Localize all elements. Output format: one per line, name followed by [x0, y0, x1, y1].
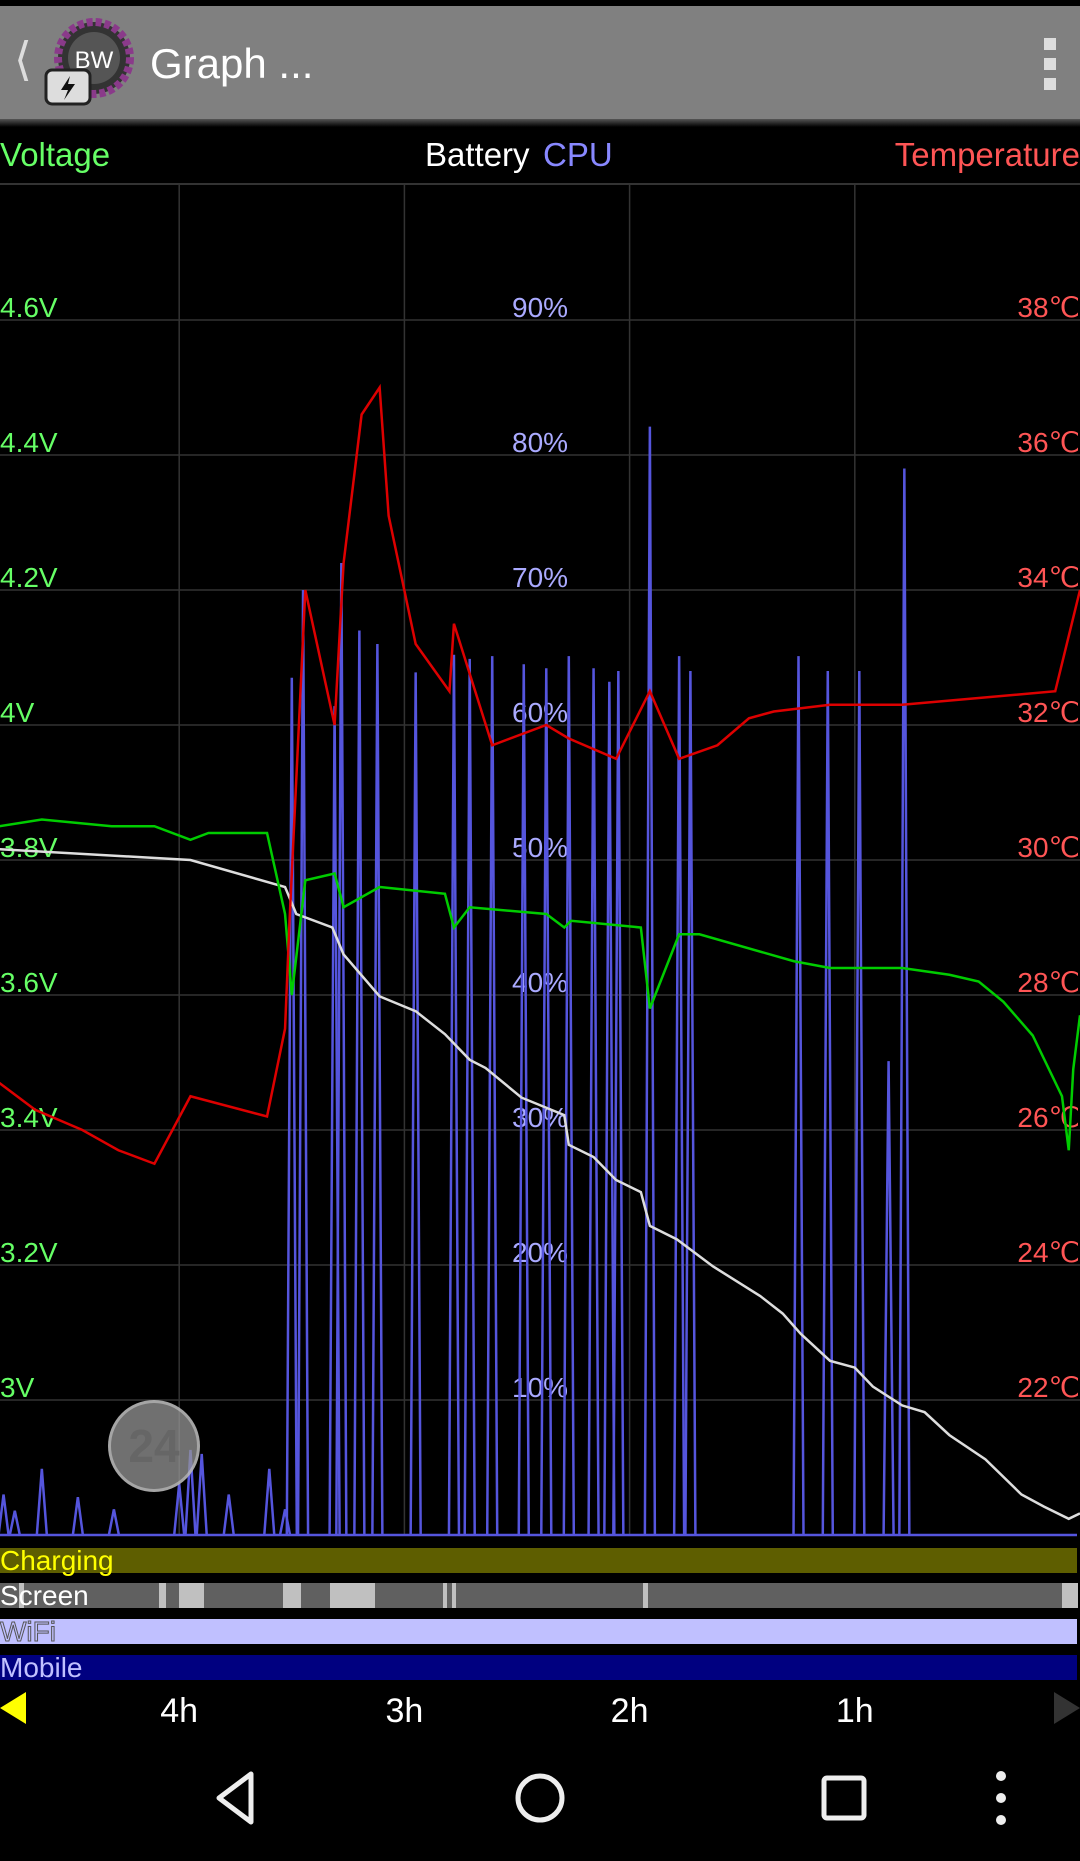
- temperature-tick-label: 32℃: [1017, 697, 1080, 728]
- cpu-spike: [107, 1509, 121, 1536]
- temperature-tick-label: 34℃: [1017, 562, 1080, 593]
- screen-on-segment: [442, 1583, 448, 1608]
- chevron-left-icon[interactable]: ⟨: [14, 33, 32, 85]
- cpu-spike: [296, 589, 310, 1536]
- percent-tick-label: 10%: [512, 1372, 568, 1403]
- arrow-left-icon[interactable]: [0, 1690, 28, 1726]
- cpu-spike: [335, 562, 348, 1536]
- charging-label: Charging: [0, 1545, 114, 1576]
- cpu-spike: [447, 654, 461, 1536]
- cpu-spike: [672, 656, 686, 1536]
- cpu-spike: [353, 630, 366, 1536]
- cpu-spike: [409, 672, 422, 1536]
- cpu-spike: [684, 670, 697, 1536]
- percent-tick-label: 50%: [512, 832, 568, 863]
- screen-on-segment: [643, 1583, 648, 1608]
- cpu-spike: [612, 670, 625, 1536]
- cpu-spike: [8, 1510, 22, 1536]
- toolbar-shadow: [0, 119, 1080, 127]
- time-label: 4h: [160, 1692, 199, 1730]
- screen-on-segment: [179, 1583, 204, 1608]
- cpu-spike: [222, 1494, 235, 1536]
- cpu-spike: [540, 668, 553, 1536]
- app-logo[interactable]: BW: [44, 18, 136, 110]
- voltage-tick-label: 4V: [0, 697, 35, 728]
- screen-on-segment: [282, 1583, 301, 1608]
- time-label: 3h: [385, 1692, 424, 1730]
- overflow-menu-icon[interactable]: [1044, 38, 1058, 98]
- cpu-spike: [263, 1468, 276, 1536]
- screen-on-segment: [451, 1583, 457, 1608]
- toolbar: [0, 6, 1080, 119]
- wifi-label: WiFi: [0, 1616, 56, 1647]
- battery-line: [0, 848, 1080, 1521]
- legend-voltage[interactable]: Voltage: [0, 136, 111, 173]
- cpu-spike: [371, 643, 384, 1536]
- cpu-spike: [285, 677, 299, 1536]
- cpu-spike: [821, 670, 835, 1536]
- time-label: 1h: [835, 1692, 874, 1730]
- toolbar-title: Graph ...: [150, 40, 314, 87]
- temperature-tick-label: 36℃: [1017, 427, 1080, 458]
- recents-icon[interactable]: [814, 1768, 874, 1828]
- temperature-tick-label: 22℃: [1017, 1372, 1080, 1403]
- cpu-spike: [603, 681, 616, 1536]
- wifi-bar: [0, 1619, 1077, 1644]
- temperature-tick-label: 30℃: [1017, 832, 1080, 863]
- legend-battery[interactable]: Battery: [425, 136, 530, 173]
- cpu-spike: [792, 656, 805, 1536]
- screen-on-segment: [158, 1583, 166, 1608]
- cpu-spike: [517, 664, 531, 1536]
- legend-cpu[interactable]: CPU: [543, 136, 613, 173]
- cpu-spike: [35, 1468, 49, 1536]
- voltage-tick-label: 3.4V: [0, 1102, 58, 1133]
- cpu-spike: [0, 1494, 10, 1536]
- voltage-tick-label: 4.2V: [0, 562, 58, 593]
- percent-tick-label: 80%: [512, 427, 568, 458]
- cpu-spike: [485, 656, 499, 1536]
- arrow-right-icon[interactable]: [1054, 1690, 1080, 1726]
- mobile-label: Mobile: [0, 1652, 83, 1683]
- cpu-spike: [587, 668, 600, 1536]
- cpu-spike: [562, 656, 576, 1536]
- cpu-spike: [898, 468, 911, 1536]
- percent-tick-label: 40%: [512, 967, 568, 998]
- status-bar: [0, 0, 1080, 6]
- cpu-spike: [882, 1061, 895, 1536]
- time-label: 2h: [610, 1692, 649, 1730]
- screen-on-segment: [19, 1583, 24, 1608]
- more-icon[interactable]: [971, 1768, 1031, 1828]
- screen-label: Screen: [0, 1580, 89, 1611]
- cpu-spike: [853, 670, 866, 1536]
- percent-tick-label: 60%: [512, 697, 568, 728]
- voltage-tick-label: 4.6V: [0, 292, 58, 323]
- cpu-spike: [71, 1497, 85, 1536]
- cpu-spike: [643, 426, 657, 1536]
- temperature-tick-label: 24℃: [1017, 1237, 1080, 1268]
- voltage-tick-label: 3V: [0, 1372, 35, 1403]
- temperature-tick-label: 38℃: [1017, 292, 1080, 323]
- voltage-tick-label: 3.6V: [0, 967, 58, 998]
- voltage-tick-label: 3.8V: [0, 832, 58, 863]
- legend-temperature[interactable]: Temperature: [894, 136, 1080, 173]
- charging-bar: [0, 1548, 1077, 1573]
- cpu-spike: [278, 1509, 292, 1536]
- voltage-tick-label: 4.4V: [0, 427, 58, 458]
- percent-tick-label: 90%: [512, 292, 568, 323]
- screen-bar: [0, 1583, 1078, 1608]
- cpu-spike: [195, 1453, 208, 1536]
- mobile-bar: [0, 1655, 1077, 1680]
- temperature-line: [0, 383, 1080, 1166]
- voltage-tick-label: 3.2V: [0, 1237, 58, 1268]
- cpu-spike: [463, 658, 476, 1536]
- home-icon[interactable]: [510, 1768, 570, 1828]
- temperature-tick-label: 28℃: [1017, 967, 1080, 998]
- voltage-line: [0, 818, 1080, 1151]
- back-icon[interactable]: [207, 1768, 267, 1828]
- screen-on-segment: [330, 1583, 376, 1608]
- screen-on-segment: [1061, 1583, 1078, 1608]
- percent-tick-label: 70%: [512, 562, 568, 593]
- notification-count-badge[interactable]: 24: [108, 1400, 200, 1492]
